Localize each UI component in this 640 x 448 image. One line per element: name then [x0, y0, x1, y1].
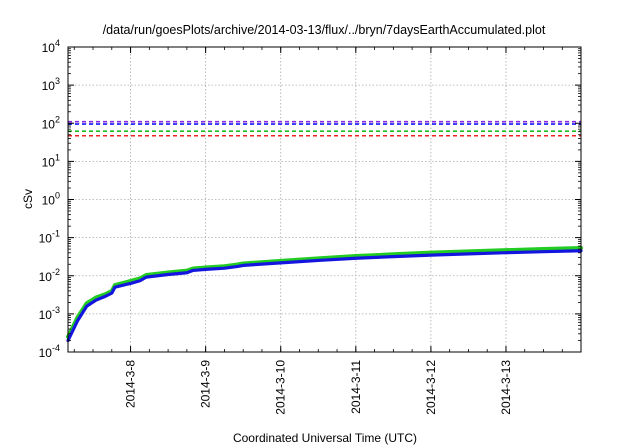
reference-lines	[68, 120, 581, 137]
x-axis-label: Coordinated Universal Time (UTC)	[233, 431, 417, 445]
y-tick-exponent: 0	[55, 191, 60, 201]
y-tick-exponent: -3	[52, 305, 60, 315]
series-lines	[66, 245, 583, 343]
y-tick-exponent: 1	[55, 152, 60, 162]
y-tick-exponent: -4	[52, 343, 60, 353]
y-tick-base: 10	[42, 117, 56, 131]
x-tick-label: 2014-3-9	[199, 360, 213, 408]
y-tick-label: 10-3	[39, 305, 60, 322]
x-tick-label: 2014-3-8	[124, 360, 138, 408]
y-tick-base: 10	[39, 232, 53, 246]
grid	[68, 47, 581, 352]
chart-title: /data/run/goesPlots/archive/2014-03-13/f…	[103, 23, 546, 37]
y-tick-label: 10-1	[39, 229, 60, 246]
x-tick-label: 2014-3-13	[499, 360, 513, 415]
y-tick-base: 10	[42, 79, 56, 93]
y-tick-label: 103	[42, 76, 60, 93]
x-axis: 2014-3-8 2014-3-9 2014-3-10 2014-3-11 2014-3…	[73, 47, 563, 415]
y-tick-exponent: -2	[52, 267, 60, 277]
y-tick-exponent: 4	[55, 38, 60, 48]
y-tick-label: 101	[42, 152, 60, 169]
y-tick-label: 10-2	[39, 267, 60, 284]
y-tick-base: 10	[42, 194, 56, 208]
y-tick-label: 100	[42, 191, 60, 208]
x-tick-label: 2014-3-11	[349, 360, 363, 414]
y-tick-base: 10	[39, 270, 53, 284]
y-tick-label: 10-4	[39, 343, 60, 360]
y-tick-exponent: -1	[52, 229, 60, 239]
y-tick-base: 10	[42, 41, 56, 55]
y-tick-label: 104	[42, 38, 60, 55]
y-tick-base: 10	[39, 346, 53, 360]
x-tick-label: 2014-3-12	[424, 360, 438, 415]
y-tick-exponent: 3	[55, 76, 60, 86]
series-line-green	[66, 245, 583, 339]
y-tick-base: 10	[39, 308, 53, 322]
series-line-blue	[66, 249, 583, 343]
x-tick-label: 2014-3-10	[274, 360, 288, 415]
y-tick-label: 102	[42, 114, 60, 131]
y-tick-exponent: 2	[55, 114, 60, 124]
y-axis-label: cSv	[21, 189, 35, 209]
y-tick-base: 10	[42, 155, 56, 169]
